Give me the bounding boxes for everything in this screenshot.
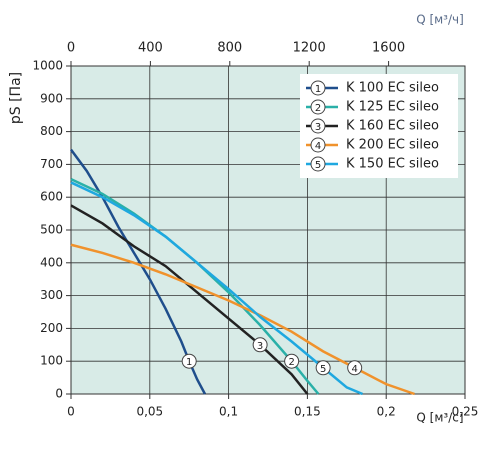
series-line	[70, 204, 309, 395]
curve-label: 1	[186, 357, 192, 368]
series-line	[70, 181, 364, 396]
x-tick-label: 0,25	[452, 405, 479, 419]
curve-label: 2	[288, 357, 294, 368]
curve-label: 3	[257, 341, 263, 352]
legend-label: K 160 EC sileo	[346, 119, 439, 134]
y-tick-label: 400	[40, 255, 63, 269]
y-tick-label: 800	[40, 124, 63, 138]
curve-marker	[252, 337, 268, 353]
x-tick-label: 0,05	[136, 405, 163, 419]
legend-marker	[310, 99, 326, 115]
legend-number: 3	[315, 122, 321, 133]
y-tick-label: 500	[40, 223, 63, 237]
x2-tick-label: 400	[138, 41, 163, 56]
y-tick-label: 0	[55, 387, 63, 401]
curve-marker	[181, 353, 197, 369]
y-axis-label: pS [Па]	[8, 72, 24, 124]
legend-label: K 100 EC sileo	[346, 81, 439, 96]
legend-marker	[310, 118, 326, 134]
series-line	[70, 178, 320, 395]
y-tick-label: 600	[40, 190, 63, 204]
y-tick-label: 100	[40, 354, 63, 368]
x-tick-label: 0,2	[377, 405, 396, 419]
legend-number: 5	[315, 160, 321, 171]
legend-number: 2	[315, 103, 321, 114]
curve-marker	[284, 353, 300, 369]
curve-label: 4	[351, 364, 357, 375]
legend-number: 4	[315, 141, 321, 152]
curve-marker	[315, 360, 331, 376]
x2-tick-label: 800	[217, 41, 242, 56]
legend-label: K 200 EC sileo	[346, 138, 439, 153]
legend-marker	[310, 80, 326, 96]
curve-label: 5	[320, 364, 326, 375]
y-tick-label: 200	[40, 321, 63, 335]
x2-tick-label: 0	[67, 41, 75, 56]
y-tick-label: 1000	[32, 59, 63, 73]
x-tick-label: 0	[67, 405, 75, 419]
legend-number: 1	[315, 84, 321, 95]
y-tick-label: 700	[40, 157, 63, 171]
legend-marker	[310, 156, 326, 172]
x-axis-label: Q [м³/с]	[416, 411, 463, 425]
x2-tick-label: 1600	[372, 41, 405, 56]
legend-label: K 125 EC sileo	[346, 100, 439, 115]
curve-marker	[347, 360, 363, 376]
x-tick-label: 0,15	[294, 405, 321, 419]
x-tick-label: 0,1	[219, 405, 238, 419]
x2-axis-label: Q [м³/ч]	[416, 13, 464, 27]
y-tick-label: 900	[40, 91, 63, 105]
legend-label: K 150 EC sileo	[346, 157, 439, 172]
y-tick-label: 300	[40, 288, 63, 302]
x2-tick-label: 1200	[293, 41, 326, 56]
legend-marker	[310, 137, 326, 153]
plot-frame	[70, 65, 466, 395]
